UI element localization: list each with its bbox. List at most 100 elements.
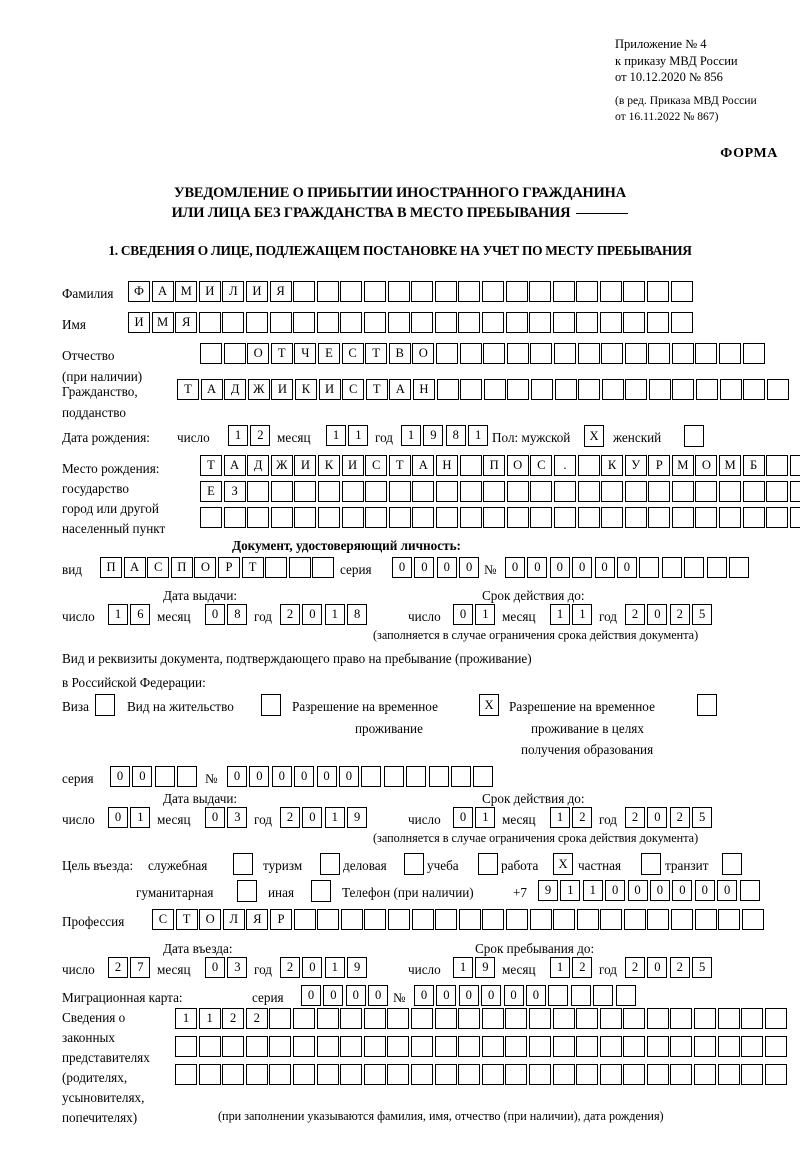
char-cell[interactable]: А — [151, 281, 174, 302]
char-cell[interactable]: 8 — [445, 425, 466, 446]
char-cell[interactable] — [505, 1036, 528, 1057]
char-cell[interactable]: О — [247, 343, 270, 364]
char-cell[interactable]: 0 — [647, 957, 668, 978]
char-cell[interactable] — [766, 507, 789, 528]
char-cell[interactable] — [316, 1036, 339, 1057]
char-cell[interactable] — [483, 481, 506, 502]
char-cell[interactable] — [671, 481, 694, 502]
char-cell[interactable]: 1 — [324, 807, 345, 828]
purpose-tourism-checkbox[interactable] — [320, 853, 340, 875]
char-cell[interactable]: 1 — [326, 425, 346, 446]
char-cell[interactable] — [530, 343, 553, 364]
char-cell[interactable] — [599, 1036, 622, 1057]
char-cell[interactable] — [623, 1036, 646, 1057]
char-cell[interactable] — [624, 481, 647, 502]
char-cell[interactable] — [599, 1008, 622, 1029]
char-cell[interactable]: 2 — [245, 1008, 268, 1029]
char-cell[interactable]: А — [223, 455, 246, 476]
char-cell[interactable]: С — [365, 455, 388, 476]
char-cell[interactable] — [719, 343, 742, 364]
char-cell[interactable]: 0 — [594, 557, 615, 578]
char-cell[interactable] — [387, 1036, 410, 1057]
char-cell[interactable]: 9 — [347, 807, 368, 828]
char-cell[interactable] — [434, 312, 457, 333]
char-cell[interactable] — [458, 909, 481, 930]
char-cell[interactable] — [365, 481, 388, 502]
char-cell[interactable] — [317, 909, 340, 930]
char-cell[interactable] — [719, 379, 742, 400]
char-cell[interactable] — [388, 507, 411, 528]
char-cell[interactable] — [576, 1008, 599, 1029]
char-cell[interactable] — [717, 1036, 740, 1057]
char-cell[interactable] — [671, 343, 694, 364]
char-cell[interactable]: О — [695, 455, 718, 476]
char-cell[interactable] — [553, 909, 576, 930]
char-cell[interactable] — [435, 909, 458, 930]
char-cell[interactable]: 6 — [130, 604, 151, 625]
char-cell[interactable]: П — [170, 557, 193, 578]
char-cell[interactable] — [506, 481, 529, 502]
char-cell[interactable] — [247, 507, 270, 528]
char-cell[interactable] — [529, 312, 552, 333]
char-cell[interactable] — [269, 1036, 292, 1057]
char-cell[interactable] — [766, 481, 789, 502]
char-cell[interactable]: 1 — [198, 1008, 221, 1029]
char-cell[interactable] — [505, 909, 528, 930]
char-cell[interactable]: Н — [435, 455, 458, 476]
char-cell[interactable] — [317, 507, 340, 528]
char-cell[interactable] — [505, 1008, 528, 1029]
char-cell[interactable] — [741, 1064, 764, 1085]
purpose-study-checkbox[interactable] — [478, 853, 498, 875]
char-cell[interactable]: Л — [222, 909, 245, 930]
char-cell[interactable] — [200, 343, 222, 364]
char-cell[interactable] — [670, 1008, 693, 1029]
char-cell[interactable] — [577, 343, 600, 364]
char-cell[interactable] — [388, 481, 411, 502]
char-cell[interactable]: 2 — [250, 425, 271, 446]
char-cell[interactable] — [340, 281, 363, 302]
char-cell[interactable] — [292, 1036, 315, 1057]
char-cell[interactable]: Т — [175, 909, 198, 930]
char-cell[interactable] — [412, 507, 435, 528]
char-cell[interactable] — [483, 343, 506, 364]
char-cell[interactable] — [548, 985, 569, 1006]
char-cell[interactable] — [528, 1008, 551, 1029]
char-cell[interactable] — [483, 507, 506, 528]
char-cell[interactable]: 0 — [649, 880, 670, 901]
char-cell[interactable]: 5 — [692, 807, 713, 828]
char-cell[interactable] — [481, 1036, 504, 1057]
char-cell[interactable] — [459, 455, 482, 476]
char-cell[interactable] — [623, 1008, 646, 1029]
char-cell[interactable]: К — [294, 379, 317, 400]
char-cell[interactable] — [599, 1064, 622, 1085]
char-cell[interactable]: 0 — [647, 604, 668, 625]
char-cell[interactable] — [361, 766, 382, 787]
char-cell[interactable] — [648, 481, 671, 502]
char-cell[interactable]: 9 — [475, 957, 496, 978]
char-cell[interactable] — [577, 507, 600, 528]
char-cell[interactable]: 0 — [549, 557, 570, 578]
char-cell[interactable] — [553, 343, 576, 364]
char-cell[interactable]: 0 — [525, 985, 546, 1006]
char-cell[interactable] — [288, 557, 311, 578]
char-cell[interactable]: 0 — [458, 985, 479, 1006]
char-cell[interactable] — [411, 909, 434, 930]
char-cell[interactable] — [458, 281, 481, 302]
char-cell[interactable] — [553, 481, 576, 502]
char-cell[interactable]: 0 — [108, 807, 128, 828]
char-cell[interactable] — [576, 1064, 599, 1085]
char-cell[interactable] — [647, 312, 670, 333]
char-cell[interactable]: 7 — [130, 957, 151, 978]
char-cell[interactable] — [270, 507, 293, 528]
char-cell[interactable] — [387, 909, 410, 930]
char-cell[interactable] — [223, 343, 246, 364]
char-cell[interactable]: И — [341, 455, 364, 476]
char-cell[interactable] — [245, 1064, 268, 1085]
char-cell[interactable]: 1 — [348, 425, 369, 446]
